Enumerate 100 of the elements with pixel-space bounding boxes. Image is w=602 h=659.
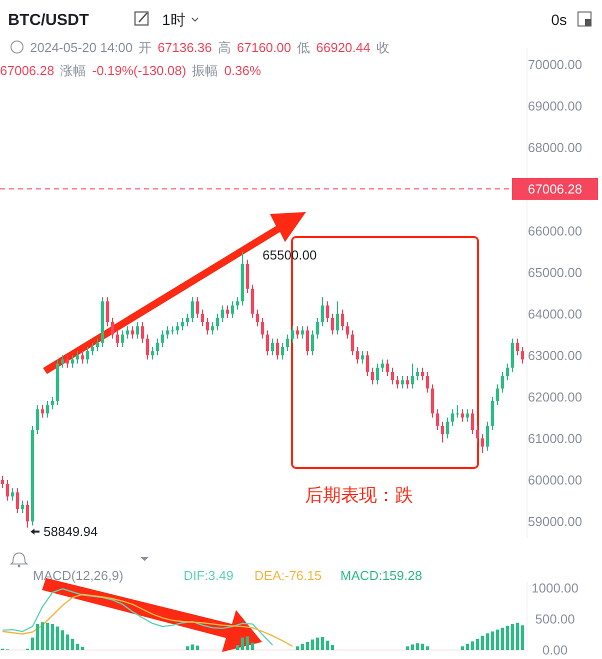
candlestick (36, 404, 40, 435)
candlestick (80, 350, 84, 364)
annotation: 58849.94 (44, 524, 98, 540)
candlestick (160, 330, 164, 348)
candlestick (390, 367, 394, 385)
candlestick (406, 376, 410, 390)
bar (76, 644, 80, 650)
candlestick (340, 309, 344, 331)
candlestick (446, 417, 450, 439)
ref-line-label: 67006.28 (528, 181, 582, 196)
bar (330, 645, 334, 650)
bar (196, 646, 200, 650)
candlestick (110, 317, 114, 340)
candlestick (370, 367, 374, 385)
candlestick (410, 363, 414, 390)
candlestick (276, 338, 280, 360)
annotation: 67006.28 (0, 63, 54, 78)
candlestick (396, 376, 400, 390)
candlestick (0, 475, 4, 489)
annotation: 66920.44 (316, 40, 370, 55)
candlestick (260, 317, 264, 340)
candlestick (190, 296, 194, 323)
candlestick (420, 367, 424, 381)
candlestick (286, 334, 290, 352)
candlestick (216, 313, 220, 331)
candlestick (10, 488, 14, 502)
bar (190, 644, 194, 650)
candlestick (376, 363, 380, 385)
candlestick (480, 434, 484, 454)
candlestick (506, 363, 510, 381)
candlestick (290, 326, 294, 344)
candlestick (170, 326, 174, 336)
candlestick (166, 326, 170, 340)
candlestick (6, 479, 10, 502)
bar (60, 630, 64, 650)
bar (470, 641, 474, 650)
annotation: 2024-05-20 14:00 (30, 40, 133, 55)
bar (310, 639, 314, 650)
candlestick (350, 330, 354, 356)
bar (316, 638, 320, 650)
bar (326, 640, 330, 650)
candlestick (116, 330, 120, 348)
bar (66, 634, 70, 650)
y-tick-label: 69000.00 (528, 98, 582, 114)
y-tick-label: 61000.00 (528, 430, 582, 446)
line-series (2, 594, 294, 647)
bar (250, 642, 254, 650)
bar (500, 628, 504, 650)
candlestick (126, 326, 130, 340)
candlestick (186, 313, 190, 327)
y-tick-label: 70000.00 (528, 57, 582, 72)
bar (506, 626, 510, 650)
candlestick (20, 500, 24, 514)
text: 0s (551, 12, 567, 29)
annotation: 涨幅 (60, 63, 86, 78)
candlestick (486, 421, 490, 452)
y-tick-label: 59000.00 (528, 514, 582, 529)
candlestick (476, 425, 480, 443)
candlestick (330, 313, 334, 336)
candlestick (76, 350, 80, 364)
annotation: 后期表现：跌 (305, 485, 413, 505)
annotation: 收 (376, 40, 390, 55)
bar (480, 636, 484, 650)
candlestick (380, 358, 384, 372)
annotation: 67160.00 (236, 40, 292, 55)
candlestick (146, 334, 150, 360)
candlestick (220, 304, 224, 323)
annotation: -0.19%(-130.08) (92, 63, 186, 78)
candlestick (436, 408, 440, 431)
y-tick-label: 65000.00 (528, 264, 582, 280)
annotation: 高 (218, 40, 231, 55)
annotation: 振幅 (192, 63, 218, 78)
candlestick (196, 296, 200, 318)
candlestick (280, 342, 284, 360)
candlestick (270, 338, 274, 356)
bar (56, 626, 60, 650)
y-tick-label: 0.00 (542, 642, 568, 658)
bar (300, 644, 304, 650)
y-tick-label: 1000.00 (532, 580, 578, 596)
candlestick (70, 354, 74, 368)
candlestick (176, 322, 180, 336)
bar (416, 643, 420, 650)
candlestick (96, 338, 100, 352)
candlestick (230, 300, 234, 318)
y-tick-label: 60000.00 (528, 472, 582, 488)
candlestick (86, 346, 90, 364)
bar (496, 630, 500, 650)
y-tick-label: 68000.00 (528, 140, 582, 156)
candlestick (316, 317, 320, 340)
bar (410, 644, 414, 650)
candlestick (206, 317, 210, 336)
candlestick (456, 404, 460, 418)
candlestick (516, 338, 520, 356)
candlestick (16, 488, 20, 514)
candlestick (300, 326, 304, 340)
candlestick (450, 408, 454, 426)
text: DIF:3.49 (184, 568, 234, 583)
line-series (2, 588, 274, 646)
bar (490, 631, 494, 650)
candlestick (90, 342, 94, 356)
